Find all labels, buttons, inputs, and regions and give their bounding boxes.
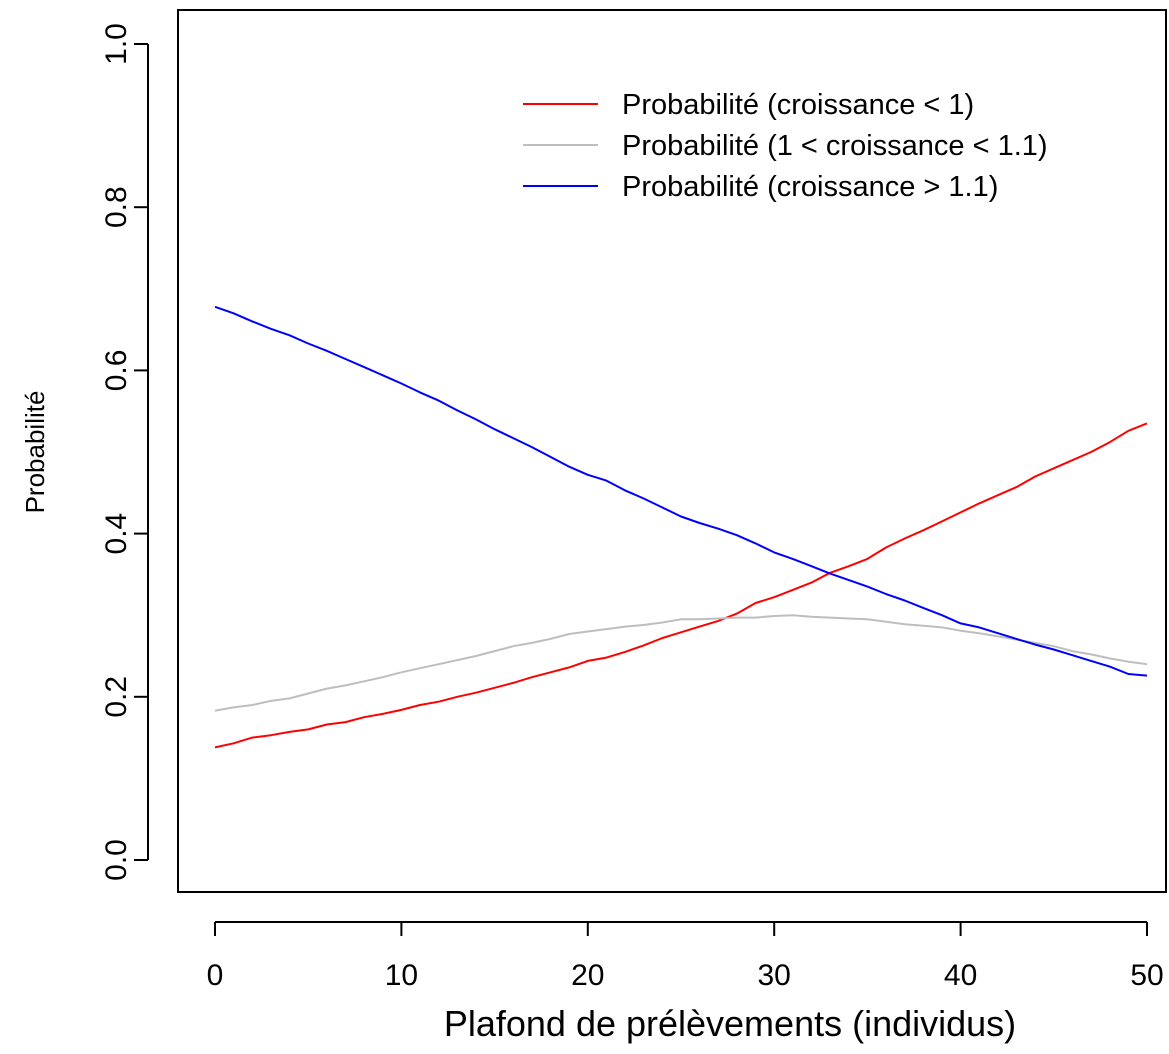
y-tick-label: 0.2: [100, 676, 133, 718]
plot-frame: [177, 9, 1167, 893]
y-axis: 0.0 0.2 0.4 0.6 0.8 1.0: [100, 23, 149, 881]
series-line-1: [214, 422, 1148, 749]
y-tick-label: 0.0: [100, 839, 133, 881]
y-tick-label: 0.8: [100, 186, 133, 228]
x-tick-label: 50: [1130, 959, 1163, 992]
legend-label: Probabilité (croissance < 1): [622, 89, 974, 121]
series-line-3: [214, 305, 1148, 677]
x-axis: 0 10 20 30 40 50: [207, 921, 1164, 992]
y-tick-label: 0.6: [100, 350, 133, 392]
x-tick-label: 10: [385, 959, 418, 992]
series-layer: [214, 305, 1148, 749]
y-tick-label: 0.4: [100, 513, 133, 555]
x-tick-label: 30: [758, 959, 791, 992]
x-tick-label: 0: [207, 959, 224, 992]
legend-label: Probabilité (croissance > 1.1): [622, 171, 998, 203]
x-axis-title: Plafond de prélèvements (individus): [444, 1003, 1016, 1044]
legend-label: Probabilité (1 < croissance < 1.1): [622, 130, 1048, 162]
x-tick-label: 20: [571, 959, 604, 992]
series-line-2: [214, 614, 1148, 712]
x-tick-label: 40: [944, 959, 977, 992]
legend: Probabilité (croissance < 1) Probabilité …: [523, 89, 1048, 203]
y-axis-title: Probabilité: [20, 391, 50, 514]
y-tick-label: 1.0: [100, 23, 133, 65]
